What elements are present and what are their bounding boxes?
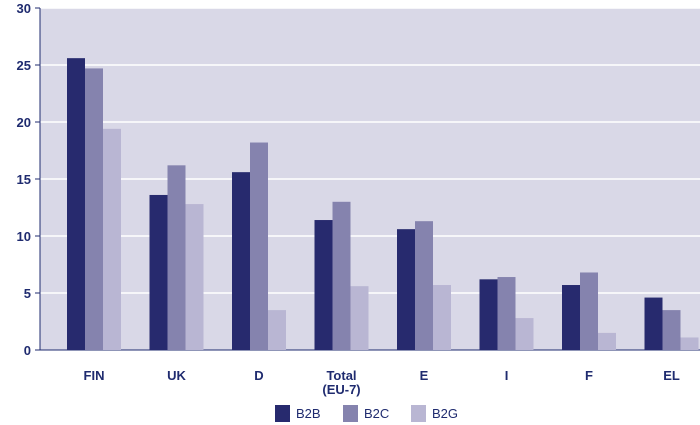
x-tick-label-line: FIN	[84, 368, 105, 383]
legend-label-b2c: B2C	[364, 406, 389, 421]
bar-b2c-f	[580, 272, 598, 350]
y-tick-label: 30	[17, 1, 31, 16]
bar-b2c-d	[250, 142, 268, 350]
legend-swatch-b2c	[343, 405, 358, 422]
x-tick-label-line: Total	[326, 368, 356, 383]
y-tick-label: 10	[17, 229, 31, 244]
x-tick-label: Total (EU-7)	[322, 368, 360, 397]
legend-label-b2b: B2B	[296, 406, 321, 421]
bar-b2c-i	[497, 277, 516, 350]
y-tick-label: 0	[24, 343, 31, 358]
x-tick-label-line: EL	[663, 368, 680, 383]
bar-b2g-f	[598, 332, 616, 350]
x-tick-label-line: F	[585, 368, 593, 383]
x-tick-label: EL	[663, 368, 680, 383]
x-tick-label: F	[585, 368, 593, 383]
bar-b2g-e	[433, 285, 451, 350]
bar-b2g-total	[350, 286, 369, 350]
bar-b2g-uk	[185, 204, 204, 350]
bar-b2b-i	[479, 279, 498, 350]
bar-b2b-f	[562, 285, 580, 350]
x-tick-label-line: E	[420, 368, 429, 383]
bar-b2b-d	[232, 172, 250, 350]
bar-b2c-el	[662, 310, 681, 350]
bar-b2g-d	[268, 310, 286, 350]
x-tick-label-line: I	[505, 368, 509, 383]
bar-b2b-uk	[149, 194, 168, 350]
bar-b2g-fin	[103, 128, 121, 350]
y-tick-label: 25	[17, 58, 31, 73]
y-tick-label: 15	[17, 172, 31, 187]
x-tick-label: E	[420, 368, 429, 383]
bar-b2c-total	[332, 201, 351, 350]
legend-label-b2g: B2G	[432, 406, 458, 421]
bar-b2g-el	[680, 337, 699, 350]
x-tick-label-line: (EU-7)	[322, 382, 360, 397]
bar-b2b-el	[644, 297, 663, 350]
bar-b2c-fin	[85, 68, 103, 351]
x-tick-label: UK	[167, 368, 186, 383]
bar-b2c-e	[415, 221, 433, 350]
y-tick-label: 5	[24, 286, 31, 301]
x-tick-label-line: UK	[167, 368, 186, 383]
legend-swatch-b2g	[411, 405, 426, 422]
bar-b2b-total	[314, 220, 333, 350]
bar-b2c-uk	[167, 165, 186, 350]
x-tick-label-line: D	[254, 368, 263, 383]
legend-swatch-b2b	[275, 405, 290, 422]
x-tick-label: I	[505, 368, 509, 383]
bar-b2b-fin	[67, 58, 85, 350]
x-tick-label: D	[254, 368, 263, 383]
bar-b2b-e	[397, 229, 415, 350]
y-tick-label: 20	[17, 115, 31, 130]
x-tick-label: FIN	[84, 368, 105, 383]
bar-b2g-i	[515, 318, 534, 350]
